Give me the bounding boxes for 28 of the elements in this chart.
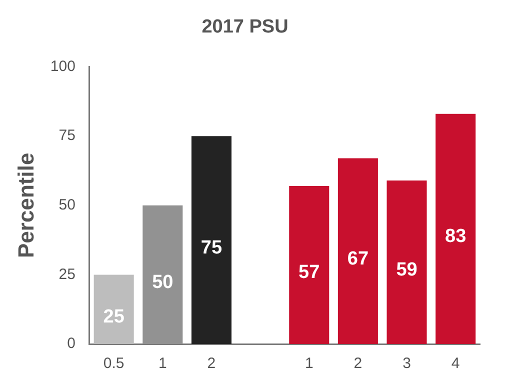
y-axis-title: Percentile <box>13 152 38 258</box>
data-label: 75 <box>200 237 222 258</box>
y-tick-label: 75 <box>58 127 76 144</box>
data-label: 83 <box>445 226 466 248</box>
chart-title: 2017 PSU <box>202 16 288 38</box>
bar <box>338 158 378 344</box>
y-tick-label: 50 <box>58 196 76 214</box>
x-tick-label: 2 <box>207 355 216 372</box>
bar <box>142 205 183 344</box>
x-tick-label: 2 <box>354 355 362 372</box>
x-tick-label: 4 <box>451 355 460 372</box>
data-label: 59 <box>396 259 418 280</box>
data-label: 50 <box>152 272 174 293</box>
data-label: 57 <box>298 262 320 284</box>
y-tick-label: 0 <box>67 335 76 352</box>
data-label: 25 <box>103 306 125 328</box>
y-tick-label: 100 <box>50 58 76 75</box>
bar <box>386 180 427 344</box>
x-tick-label: 1 <box>304 355 314 372</box>
bar <box>191 136 232 344</box>
x-tick-label: 3 <box>402 355 411 372</box>
data-label: 67 <box>347 248 369 270</box>
x-tick-label: 1 <box>158 355 167 372</box>
y-tick-label: 25 <box>58 266 76 283</box>
bar <box>436 114 476 344</box>
bar <box>94 274 134 344</box>
bar <box>289 186 330 344</box>
x-tick-label: 0.5 <box>103 355 124 372</box>
